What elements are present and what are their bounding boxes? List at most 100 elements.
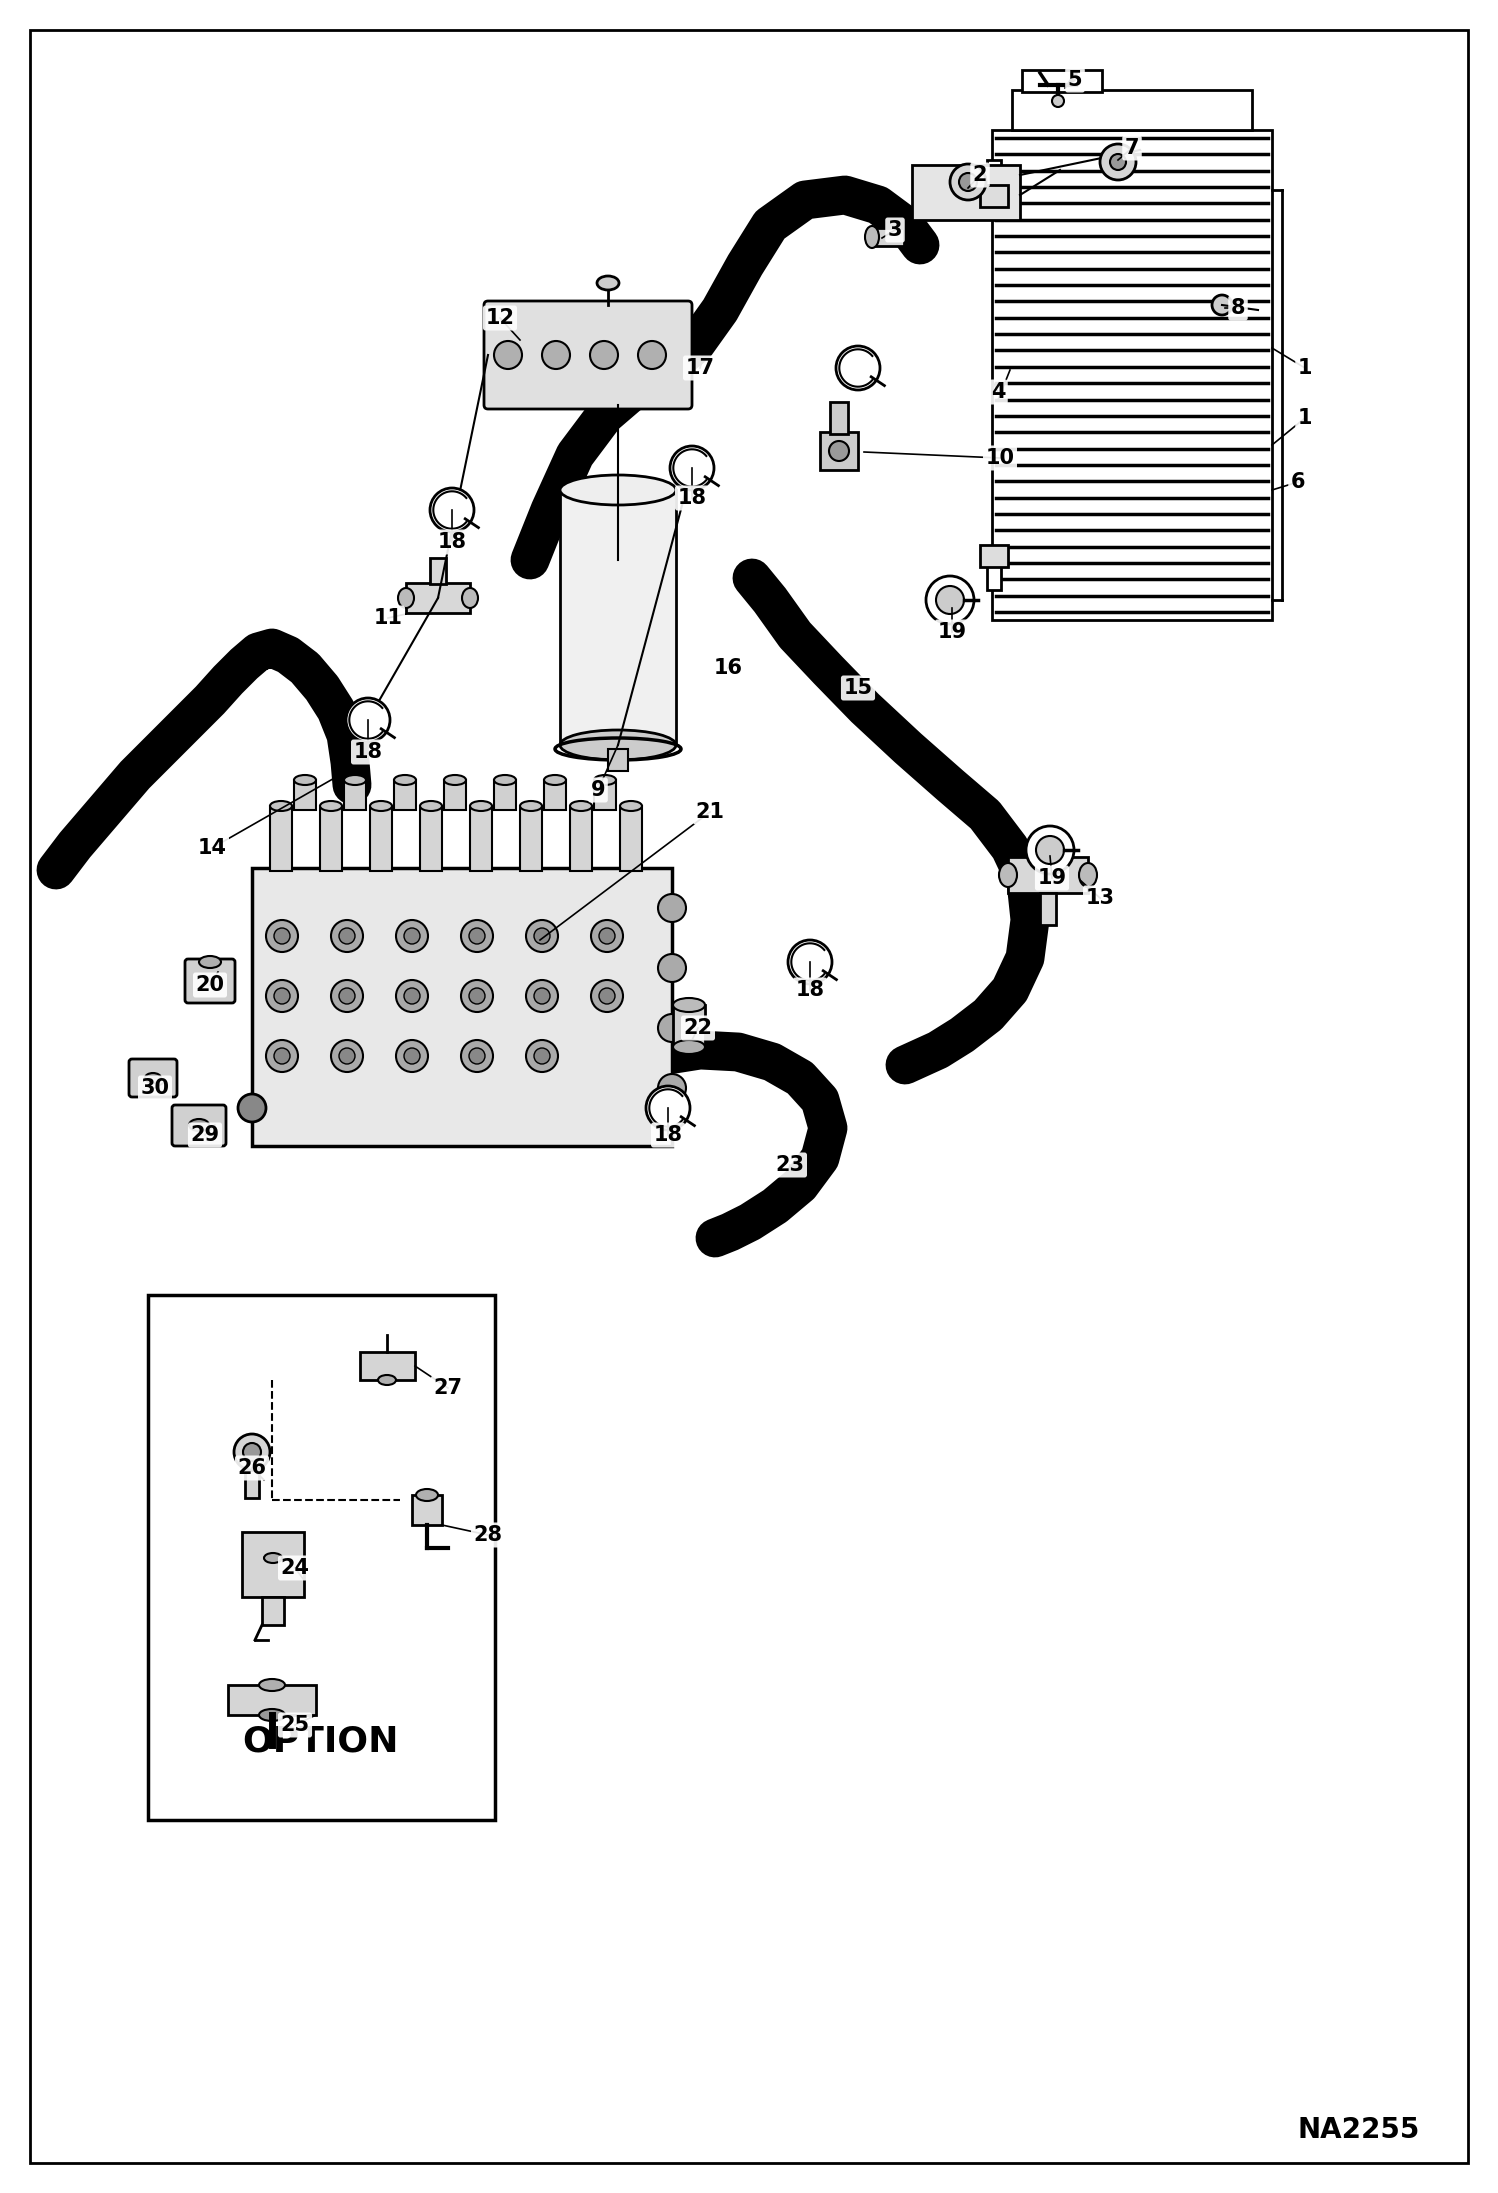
Text: 19: 19 — [938, 623, 966, 643]
Circle shape — [526, 921, 557, 952]
Circle shape — [274, 1048, 291, 1064]
Bar — [980, 184, 1008, 206]
Circle shape — [533, 989, 550, 1004]
Bar — [571, 807, 592, 871]
Ellipse shape — [571, 800, 592, 811]
Bar — [544, 781, 566, 809]
Text: 18: 18 — [653, 1125, 683, 1145]
Bar — [872, 228, 903, 246]
Circle shape — [461, 1039, 493, 1072]
Text: 25: 25 — [280, 1715, 310, 1735]
Ellipse shape — [520, 800, 542, 811]
Bar — [406, 583, 470, 614]
Circle shape — [267, 980, 298, 1011]
Bar — [228, 1684, 316, 1715]
Bar — [294, 781, 316, 809]
Ellipse shape — [494, 774, 515, 785]
Bar — [430, 557, 446, 583]
Bar — [494, 781, 515, 809]
Circle shape — [494, 340, 521, 368]
Ellipse shape — [264, 1553, 282, 1564]
Circle shape — [404, 1048, 419, 1064]
Circle shape — [395, 1039, 428, 1072]
Text: 2: 2 — [972, 164, 987, 184]
Ellipse shape — [443, 774, 466, 785]
Text: 15: 15 — [843, 678, 872, 697]
Bar — [608, 750, 628, 772]
Bar — [262, 1597, 285, 1625]
Circle shape — [267, 1039, 298, 1072]
Bar — [345, 781, 366, 809]
Bar — [1022, 70, 1103, 92]
Circle shape — [430, 489, 473, 533]
Circle shape — [950, 164, 986, 200]
Bar — [370, 807, 392, 871]
Ellipse shape — [398, 588, 413, 607]
Ellipse shape — [145, 1072, 160, 1083]
Text: 6: 6 — [1291, 471, 1305, 491]
Text: 30: 30 — [141, 1079, 169, 1099]
Circle shape — [404, 928, 419, 943]
Circle shape — [542, 340, 571, 368]
Text: 27: 27 — [433, 1377, 463, 1397]
Ellipse shape — [470, 800, 491, 811]
Bar — [992, 129, 1272, 621]
Bar — [243, 1533, 304, 1597]
Ellipse shape — [419, 800, 442, 811]
Bar — [560, 489, 676, 746]
Bar — [987, 566, 1001, 590]
Ellipse shape — [345, 774, 366, 785]
Text: 19: 19 — [1038, 868, 1067, 888]
Circle shape — [533, 1048, 550, 1064]
Ellipse shape — [270, 800, 292, 811]
Text: 3: 3 — [888, 219, 902, 239]
Text: 11: 11 — [373, 607, 403, 627]
Ellipse shape — [544, 774, 566, 785]
Ellipse shape — [259, 1680, 285, 1691]
Bar — [912, 164, 1020, 219]
Text: 16: 16 — [713, 658, 743, 678]
Circle shape — [331, 921, 363, 952]
Circle shape — [590, 340, 619, 368]
Ellipse shape — [189, 1118, 210, 1132]
FancyBboxPatch shape — [129, 1059, 177, 1096]
Bar — [270, 807, 292, 871]
Text: 14: 14 — [198, 838, 226, 857]
Text: 18: 18 — [354, 741, 382, 761]
Ellipse shape — [560, 730, 676, 761]
Bar — [252, 868, 673, 1147]
Circle shape — [658, 1075, 686, 1103]
Circle shape — [1052, 94, 1064, 107]
Circle shape — [526, 980, 557, 1011]
Ellipse shape — [294, 774, 316, 785]
Bar — [394, 781, 416, 809]
Circle shape — [599, 928, 616, 943]
Text: 22: 22 — [683, 1018, 713, 1037]
Text: 9: 9 — [590, 781, 605, 800]
Circle shape — [638, 340, 667, 368]
Bar — [321, 807, 342, 871]
Text: 1: 1 — [1297, 357, 1312, 377]
Ellipse shape — [394, 774, 416, 785]
Circle shape — [658, 895, 686, 921]
Circle shape — [959, 173, 977, 191]
Circle shape — [461, 921, 493, 952]
Bar — [419, 807, 442, 871]
Ellipse shape — [199, 956, 222, 967]
Text: 13: 13 — [1086, 888, 1115, 908]
Circle shape — [670, 445, 715, 489]
Circle shape — [936, 586, 965, 614]
Text: 18: 18 — [437, 533, 466, 553]
Text: 29: 29 — [190, 1125, 220, 1145]
Text: 8: 8 — [1231, 298, 1245, 318]
Text: 20: 20 — [196, 976, 225, 996]
Circle shape — [238, 1094, 267, 1123]
Bar — [830, 401, 848, 434]
FancyBboxPatch shape — [172, 1105, 226, 1147]
Circle shape — [788, 941, 831, 985]
Circle shape — [592, 921, 623, 952]
Ellipse shape — [259, 1708, 285, 1722]
Ellipse shape — [598, 276, 619, 289]
Bar — [819, 432, 858, 469]
Text: 18: 18 — [677, 489, 707, 509]
